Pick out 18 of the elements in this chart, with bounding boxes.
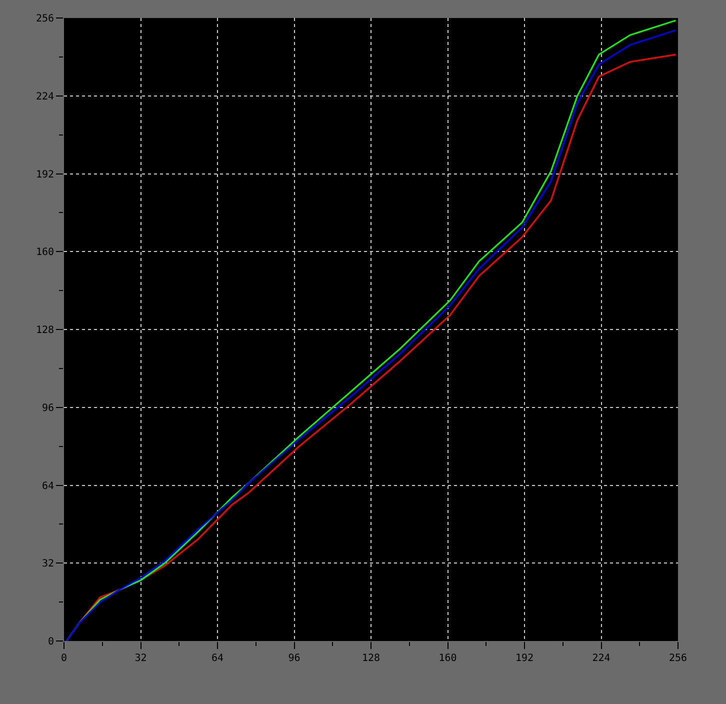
y-tick-label: 128	[36, 325, 54, 336]
x-tick-label: 256	[668, 653, 688, 664]
x-tick-label: 128	[362, 653, 380, 664]
x-tick-label: 64	[211, 653, 224, 664]
y-tick-label: 160	[36, 247, 54, 258]
x-tick-label: 0	[60, 653, 68, 664]
y-tick-label: 224	[36, 91, 54, 102]
y-tick-label: 96	[42, 402, 54, 414]
y-tick-label: 192	[36, 169, 54, 180]
y-tick-label: 256	[36, 14, 54, 24]
y-tick-label: 64	[42, 480, 54, 492]
x-tick-label: 32	[134, 653, 147, 664]
x-tick-label: 160	[438, 653, 457, 664]
x-tick-label: 192	[515, 653, 534, 664]
y-tick-label: 0	[48, 636, 54, 648]
y-tick-label: 32	[42, 558, 54, 570]
x-tick-label: 224	[592, 653, 610, 664]
x-tick-label: 96	[288, 653, 300, 664]
